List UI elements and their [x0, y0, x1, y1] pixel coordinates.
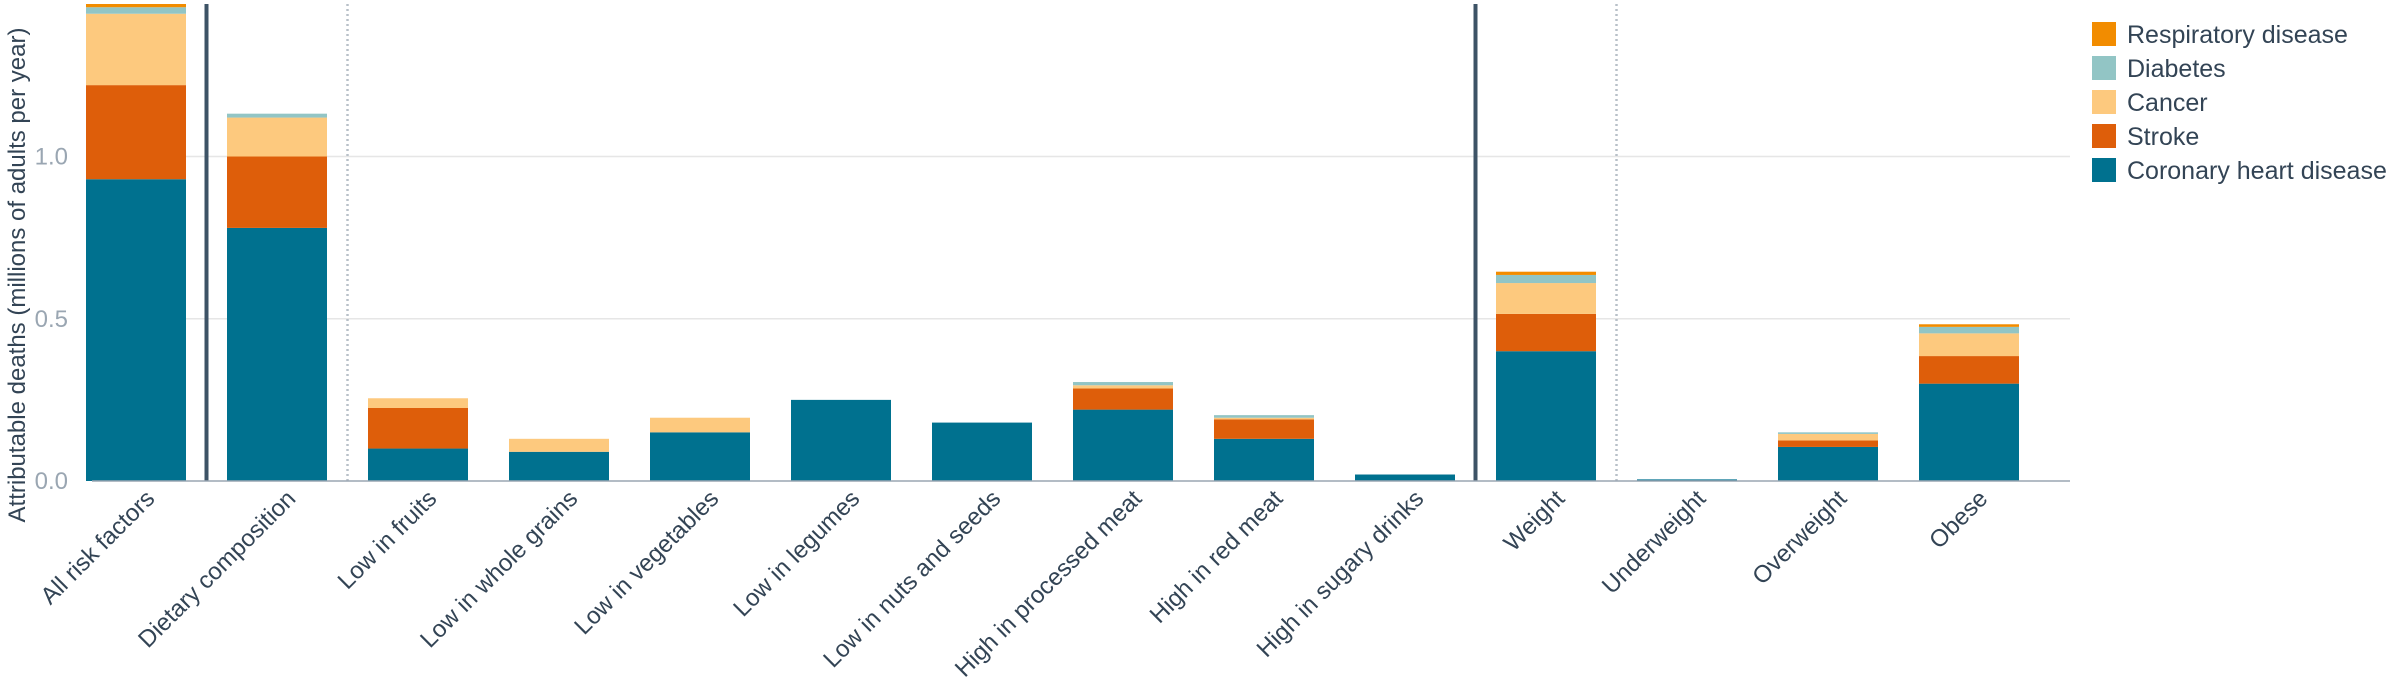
bar-segment	[1919, 333, 2019, 357]
x-tick-label: Weight	[1499, 485, 1571, 557]
bar-segment	[86, 4, 186, 8]
bar-segment	[1919, 326, 2019, 334]
y-tick-label: 0.0	[35, 468, 68, 495]
bar-segment	[650, 432, 750, 481]
bar-segment	[86, 7, 186, 14]
legend-swatch	[2092, 158, 2116, 182]
bar-segment	[227, 117, 327, 157]
bar-segment	[368, 448, 468, 481]
bar-segment	[86, 179, 186, 481]
x-tick-label: High in red meat	[1145, 485, 1289, 629]
bar-segment	[509, 451, 609, 481]
group-separators	[204, 4, 1618, 481]
bar-segment	[1778, 432, 1878, 434]
bar-segment	[1496, 283, 1596, 314]
bar-segment	[1637, 479, 1737, 481]
legend-label: Diabetes	[2127, 55, 2226, 83]
bar-segment	[1073, 385, 1173, 389]
x-tick-label: Obese	[1924, 485, 1993, 554]
legend-label: Stroke	[2127, 123, 2199, 151]
x-tick-label: Dietary composition	[133, 485, 301, 653]
bar-segment	[227, 113, 327, 118]
y-tick-label: 1.0	[35, 144, 68, 171]
bar-segment	[1214, 415, 1314, 418]
bar-segment	[1073, 388, 1173, 410]
bars	[86, 4, 2019, 481]
grid-lines	[92, 155, 2070, 320]
x-tick-label: Low in legumes	[728, 485, 865, 622]
bar-segment	[1496, 271, 1596, 275]
x-tick-label: Low in vegetables	[569, 485, 724, 640]
bar-segment	[1214, 419, 1314, 439]
legend-label: Cancer	[2127, 89, 2208, 117]
bar-segment	[1778, 440, 1878, 447]
bar-segment	[1919, 324, 2019, 327]
y-axis-title: Attributable deaths (millions of adults …	[4, 28, 31, 523]
legend-swatch	[2092, 124, 2116, 148]
bar-segment	[1214, 438, 1314, 481]
bar-segment	[1214, 417, 1314, 420]
x-tick-label: Overweight	[1747, 485, 1852, 590]
bar-segment	[1919, 383, 2019, 481]
bar-segment	[368, 398, 468, 408]
bar-segment	[650, 417, 750, 433]
bar-segment	[368, 407, 468, 449]
legend-label: Respiratory disease	[2127, 21, 2348, 49]
x-tick-label: Underweight	[1597, 485, 1712, 600]
legend: Respiratory disease Diabetes Cancer Stroke C…	[2092, 21, 2387, 185]
x-tick-label: All risk factors	[36, 485, 161, 610]
bar-segment	[1073, 409, 1173, 481]
axes: 0.0 0.5 1.0	[35, 144, 2070, 495]
bar-segment	[1778, 433, 1878, 441]
bar-segment	[227, 227, 327, 481]
bar-segment	[86, 13, 186, 86]
legend-label: Coronary heart disease	[2127, 157, 2387, 185]
bar-segment	[227, 156, 327, 228]
legend-swatch	[2092, 90, 2116, 114]
legend-swatch	[2092, 56, 2116, 80]
y-tick-label: 0.5	[35, 306, 68, 333]
x-tick-label: Low in fruits	[333, 485, 443, 595]
bar-segment	[1778, 446, 1878, 481]
bar-segment	[1496, 313, 1596, 352]
bar-segment	[1496, 274, 1596, 284]
bar-segment	[1919, 356, 2019, 384]
bar-segment	[509, 438, 609, 452]
bar-segment	[1073, 382, 1173, 386]
legend-swatch	[2092, 22, 2116, 46]
bar-segment	[86, 85, 186, 180]
bar-segment	[1355, 474, 1455, 481]
bar-segment	[791, 399, 891, 481]
bar-segment	[1496, 351, 1596, 481]
x-tick-label: Low in whole grains	[415, 485, 583, 653]
bar-segment	[932, 422, 1032, 481]
